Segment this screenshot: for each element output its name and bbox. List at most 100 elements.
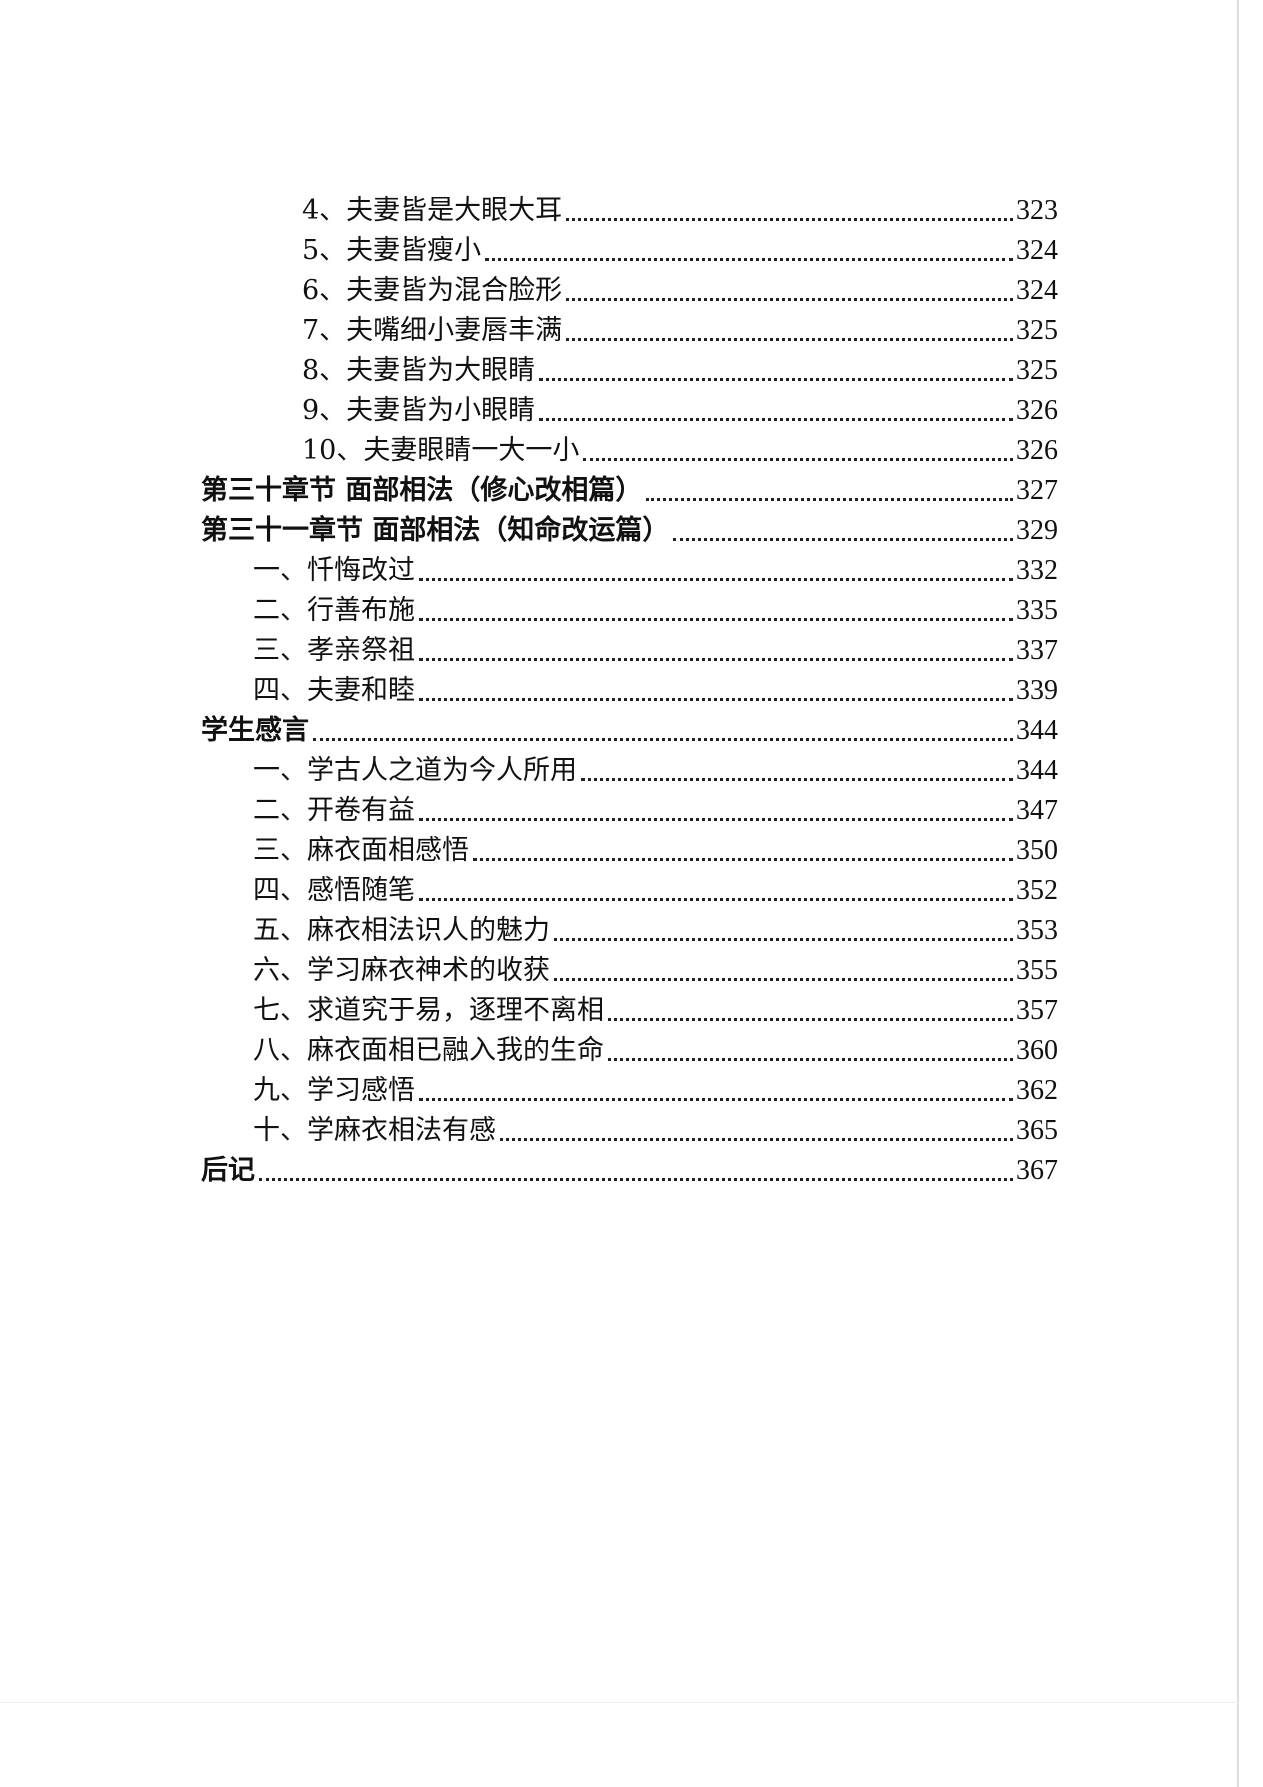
toc-entry-page: 367 (1016, 1155, 1058, 1186)
toc-entry: 一、学古人之道为今人所用 344 (253, 751, 1058, 791)
dot-leader (673, 538, 1013, 541)
dot-leader (581, 778, 1013, 781)
toc-entry-page: 326 (1016, 395, 1058, 426)
dot-leader (313, 738, 1013, 741)
toc-entry: 后记 367 (201, 1151, 1058, 1191)
dot-leader (583, 458, 1013, 461)
toc-entry-title: 六、学习麻衣神术的收获 (253, 955, 550, 986)
dot-leader (419, 578, 1013, 581)
toc-entry-page: 360 (1016, 1035, 1058, 1066)
dot-leader (646, 498, 1013, 501)
toc-entry-page: 324 (1016, 275, 1058, 306)
toc-entry-page: 344 (1016, 755, 1058, 786)
toc-entry-page: 362 (1016, 1075, 1058, 1106)
toc-entry-page: 339 (1016, 675, 1058, 706)
toc-entry: 十、学麻衣相法有感 365 (253, 1111, 1058, 1151)
dot-leader (539, 418, 1013, 421)
toc-entry-page: 347 (1016, 795, 1058, 826)
toc-entry-page: 332 (1016, 555, 1058, 586)
page-edge (1237, 0, 1239, 1787)
toc-entry-page: 327 (1016, 475, 1058, 506)
dot-leader (419, 818, 1013, 821)
toc-entry: 8、夫妻皆为大眼睛 325 (302, 351, 1058, 391)
toc-entry-title: 10、夫妻眼睛一大一小 (302, 435, 580, 466)
toc-entry: 学生感言 344 (201, 711, 1058, 751)
dot-leader (554, 938, 1013, 941)
toc-entry-page: 335 (1016, 595, 1058, 626)
toc-entry-title: 一、忏悔改过 (253, 555, 415, 586)
dot-leader (539, 378, 1013, 381)
dot-leader (500, 1138, 1013, 1141)
toc-entry: 第三十章节 面部相法（修心改相篇） 327 (201, 471, 1058, 511)
toc-entry-title: 6、夫妻皆为混合脸形 (302, 275, 563, 306)
toc-entry-page: 326 (1016, 435, 1058, 466)
toc-entry-title: 第三十章节 面部相法（修心改相篇） (201, 475, 643, 506)
toc-entry-title: 四、感悟随笔 (253, 875, 415, 906)
toc-entry-title: 4、夫妻皆是大眼大耳 (302, 195, 563, 226)
toc-entry-title: 九、学习感悟 (253, 1075, 415, 1106)
toc-entry: 六、学习麻衣神术的收获 355 (253, 951, 1058, 991)
toc-entry-title: 9、夫妻皆为小眼睛 (302, 395, 536, 426)
toc-entry-page: 350 (1016, 835, 1058, 866)
toc-entry: 九、学习感悟 362 (253, 1071, 1058, 1111)
toc-entry-page: 325 (1016, 315, 1058, 346)
toc-entry-title: 四、夫妻和睦 (253, 675, 415, 706)
toc-entry-title: 5、夫妻皆瘦小 (302, 235, 482, 266)
dot-leader (608, 1018, 1013, 1021)
toc-entry: 9、夫妻皆为小眼睛 326 (302, 391, 1058, 431)
toc-entry-title: 8、夫妻皆为大眼睛 (302, 355, 536, 386)
toc-entry-title: 二、开卷有益 (253, 795, 415, 826)
dot-leader (419, 658, 1013, 661)
toc-entry: 五、麻衣相法识人的魅力 353 (253, 911, 1058, 951)
toc-entry: 三、孝亲祭祖 337 (253, 631, 1058, 671)
toc-entry-title: 学生感言 (201, 715, 309, 746)
toc-entry: 四、感悟随笔 352 (253, 871, 1058, 911)
dot-leader (566, 298, 1013, 301)
dot-leader (419, 698, 1013, 701)
toc-entry-page: 365 (1016, 1115, 1058, 1146)
toc-entry-title: 后记 (201, 1155, 255, 1186)
dot-leader (419, 898, 1013, 901)
toc-entry-title: 三、孝亲祭祖 (253, 635, 415, 666)
toc-entry: 7、夫嘴细小妻唇丰满 325 (302, 311, 1058, 351)
toc-entry-title: 十、学麻衣相法有感 (253, 1115, 496, 1146)
dot-leader (485, 258, 1013, 261)
toc-entry-title: 第三十一章节 面部相法（知命改运篇） (201, 515, 670, 546)
toc-entry-title: 八、麻衣面相已融入我的生命 (253, 1035, 604, 1066)
toc-entry-page: 324 (1016, 235, 1058, 266)
toc-entry-page: 357 (1016, 995, 1058, 1026)
dot-leader (419, 618, 1013, 621)
toc-entry-title: 五、麻衣相法识人的魅力 (253, 915, 550, 946)
toc-entry-title: 一、学古人之道为今人所用 (253, 755, 577, 786)
toc-entry-title: 二、行善布施 (253, 595, 415, 626)
toc-entry: 第三十一章节 面部相法（知命改运篇） 329 (201, 511, 1058, 551)
dot-leader (554, 978, 1013, 981)
toc-entry: 七、求道究于易，逐理不离相 357 (253, 991, 1058, 1031)
dot-leader (566, 218, 1013, 221)
toc-entry-page: 355 (1016, 955, 1058, 986)
toc-entry: 四、夫妻和睦 339 (253, 671, 1058, 711)
toc-entry: 10、夫妻眼睛一大一小 326 (302, 431, 1058, 471)
toc-entry-page: 344 (1016, 715, 1058, 746)
page-edge-bottom (0, 1702, 1239, 1703)
toc-entry: 二、开卷有益 347 (253, 791, 1058, 831)
toc-entry-page: 352 (1016, 875, 1058, 906)
toc-entry: 一、忏悔改过 332 (253, 551, 1058, 591)
toc-entry-title: 7、夫嘴细小妻唇丰满 (302, 315, 563, 346)
dot-leader (473, 858, 1013, 861)
toc-entry: 八、麻衣面相已融入我的生命 360 (253, 1031, 1058, 1071)
toc-entry-page: 325 (1016, 355, 1058, 386)
toc-entry: 二、行善布施 335 (253, 591, 1058, 631)
toc-entry-page: 329 (1016, 515, 1058, 546)
toc-entry-title: 三、麻衣面相感悟 (253, 835, 469, 866)
dot-leader (566, 338, 1013, 341)
toc-entry: 4、夫妻皆是大眼大耳 323 (302, 191, 1058, 231)
dot-leader (608, 1058, 1013, 1061)
dot-leader (419, 1098, 1013, 1101)
toc-entry: 5、夫妻皆瘦小 324 (302, 231, 1058, 271)
toc-entry: 6、夫妻皆为混合脸形 324 (302, 271, 1058, 311)
toc-entry-page: 337 (1016, 635, 1058, 666)
toc-entry-title: 七、求道究于易，逐理不离相 (253, 995, 604, 1026)
toc-entry-page: 323 (1016, 195, 1058, 226)
dot-leader (259, 1178, 1013, 1181)
